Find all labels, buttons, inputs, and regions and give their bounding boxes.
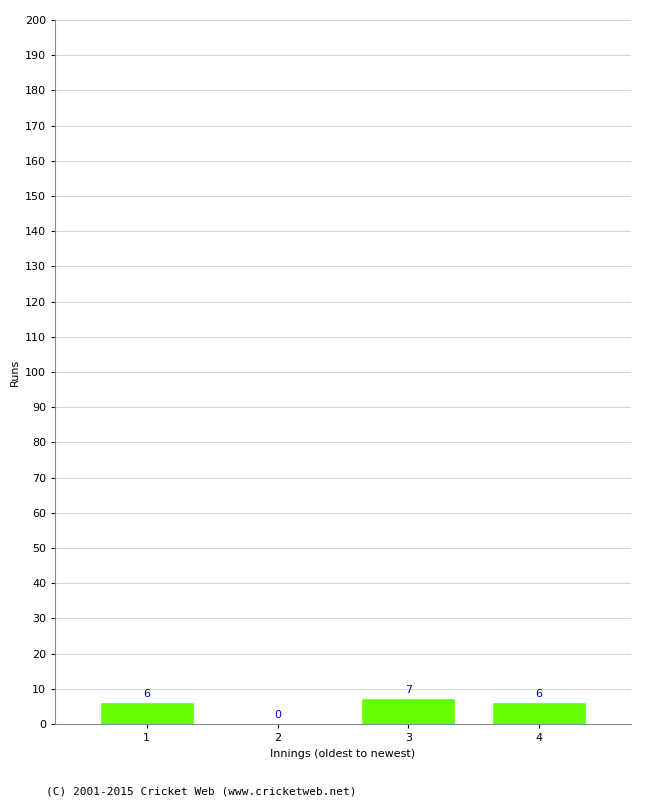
Text: (C) 2001-2015 Cricket Web (www.cricketweb.net): (C) 2001-2015 Cricket Web (www.cricketwe… — [46, 786, 356, 796]
Bar — [493, 703, 585, 724]
Bar — [363, 699, 454, 724]
Text: 6: 6 — [536, 689, 543, 698]
Text: 6: 6 — [143, 689, 150, 698]
Text: 7: 7 — [405, 685, 412, 695]
Bar — [101, 703, 192, 724]
X-axis label: Innings (oldest to newest): Innings (oldest to newest) — [270, 749, 415, 758]
Y-axis label: Runs: Runs — [10, 358, 20, 386]
Text: 0: 0 — [274, 710, 281, 720]
